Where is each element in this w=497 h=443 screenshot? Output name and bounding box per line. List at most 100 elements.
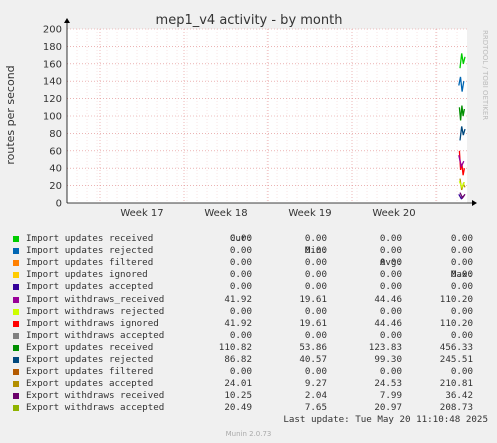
value-max: 0.00 [450,257,473,269]
value-avg: 99.30 [374,354,402,366]
legend-row: Import updates ignored 0.00 0.00 0.00 0.00 [12,269,490,281]
y-tick-label: 200 [43,25,62,36]
column-max: Max: [450,269,473,281]
value-avg: 44.46 [374,317,402,329]
value-max: 210.81 [439,378,473,390]
legend-row: Import updates filtered 0.00 0.00 0.00 0.00 [12,257,490,269]
legend-row: Import updates received 0.00 0.00 0.00 0.00 [12,233,490,245]
legend-swatch [13,393,19,400]
value-max: 0.00 [450,329,473,341]
value-cur: 24.01 [224,378,252,390]
value-min: 19.61 [299,293,327,305]
value-min: 0.00 [304,305,327,317]
x-tick-label: Week 20 [372,208,415,219]
value-avg: 0.00 [379,233,402,245]
value-avg: 0.00 [379,305,402,317]
legend-swatch [13,248,19,255]
value-max: 0.00 [450,366,473,378]
legend-row: Import withdraws rejected 0.00 0.00 0.00 0.0… [12,306,490,318]
legend-row: Import withdraws accepted 0.00 0.00 0.00 0.0… [12,330,490,342]
value-max: 456.33 [439,341,473,353]
legend-swatch [13,357,19,364]
legend-row: Import updates rejected 0.00 0.00 0.00 0.00 [12,245,490,257]
legend-name: Import withdraws ignored [26,317,159,329]
last-update: Last update: Tue May 20 11:10:48 2025 [283,414,488,425]
value-avg: 0.00 [379,329,402,341]
value-cur: 0.00 [229,366,252,378]
series-line [459,53,466,69]
legend-row: Import updates accepted 0.00 0.00 0.00 0.00 [12,281,490,293]
legend-name: Import updates ignored [26,269,148,281]
series-line [458,155,465,169]
series-line [458,181,465,189]
value-min: 0.00 [304,329,327,341]
legend-header: Cur: Min: Avg: Max: [12,221,490,280]
value-max: 110.20 [439,317,473,329]
value-max: 0.00 [450,245,473,257]
legend-row: Export updates received 110.82 53.86 123.83… [12,342,490,354]
value-max: 0.00 [450,269,473,281]
y-tick-label: 20 [49,181,62,192]
series-line [459,192,466,200]
column-avg: Avg: [379,257,402,269]
value-min: 19.61 [299,317,327,329]
legend-name: Import updates received [26,233,154,245]
legend-name: Import updates rejected [26,245,154,257]
value-max: 110.20 [439,293,473,305]
value-cur: 41.92 [224,317,252,329]
value-cur: 110.82 [218,341,252,353]
value-max: 245.51 [439,354,473,366]
legend-name: Export updates filtered [26,366,154,378]
tick-labels: 0 20 40 60 80 100 120 140 160 180 200 Week 17 Week 1… [43,25,416,220]
y-axis-arrow [64,18,70,23]
y-axis-label: routes per second [4,65,17,164]
legend-swatch [13,332,19,339]
legend-name: Import withdraws accepted [26,329,165,341]
value-max: 0.00 [450,233,473,245]
legend-row: Import withdraws ignored 41.92 19.61 44.46 1… [12,318,490,330]
legend-rows: Import updates received 0.00 0.00 0.00 0.00 I… [12,233,490,414]
value-cur: 0.00 [229,305,252,317]
value-min: 2.04 [304,390,327,402]
y-tick-label: 180 [43,42,62,53]
legend-name: Export updates accepted [26,378,154,390]
value-max: 0.00 [450,305,473,317]
legend-swatch [13,260,19,267]
value-min: 0.00 [304,269,327,281]
legend-swatch [13,344,19,351]
value-avg: 0.00 [379,269,402,281]
value-min: 53.86 [299,341,327,353]
legend-name: Import withdraws rejected [26,305,165,317]
column-cur: Cur: [229,233,252,245]
legend-name: Export updates rejected [26,354,154,366]
value-min: 0.00 [304,257,327,269]
legend-name: Export withdraws accepted [26,402,165,414]
legend-swatch [13,308,19,315]
legend-swatch [13,236,19,243]
axes [64,18,477,206]
value-avg: 0.00 [379,257,402,269]
value-cur: 10.25 [224,390,252,402]
grid-lines [67,28,467,203]
value-min: 9.27 [304,378,327,390]
value-avg: 44.46 [374,293,402,305]
value-cur: 86.82 [224,354,252,366]
x-axis-arrow [472,200,477,206]
y-tick-label: 0 [56,199,62,210]
value-avg: 7.99 [379,390,402,402]
value-min: 0.00 [304,245,327,257]
y-tick-label: 140 [43,77,62,88]
legend-row: Export withdraws received 10.25 2.04 7.99 36… [12,390,490,402]
munin-version: Munin 2.0.73 [225,430,272,438]
legend-row: Export updates rejected 86.82 40.57 99.30 24… [12,354,490,366]
legend-row: Import withdraws_received 41.92 19.61 44.46… [12,294,490,306]
value-cur: 0.00 [229,281,252,293]
value-cur: 0.00 [229,269,252,281]
legend-name: Import updates filtered [26,257,154,269]
x-tick-label: Week 19 [288,208,331,219]
value-min: 7.65 [304,402,327,414]
value-min: 40.57 [299,354,327,366]
value-min: 0.00 [304,233,327,245]
value-cur: 0.00 [229,245,252,257]
